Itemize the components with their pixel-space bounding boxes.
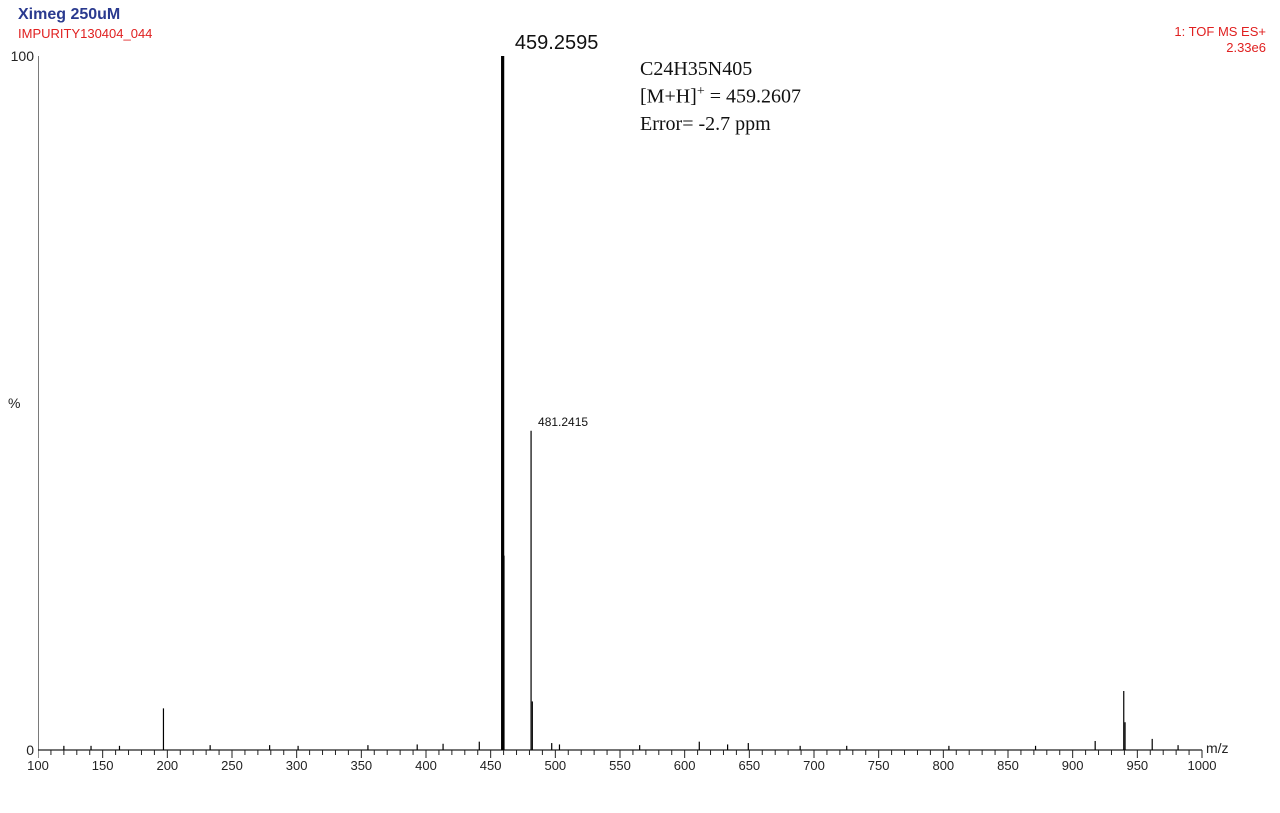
x-tick-label: 950 (1126, 758, 1148, 773)
x-tick-label: 400 (415, 758, 437, 773)
y-axis-label: % (8, 395, 20, 411)
peak-label: 459.2595 (515, 32, 598, 55)
x-tick-label: 200 (156, 758, 178, 773)
x-tick-label: 500 (544, 758, 566, 773)
x-tick-label: 800 (932, 758, 954, 773)
x-tick-label: 250 (221, 758, 243, 773)
x-axis-label: m/z (1206, 740, 1229, 756)
x-tick-label: 550 (609, 758, 631, 773)
x-tick-label: 450 (480, 758, 502, 773)
spectrum-plot (38, 50, 1238, 774)
sample-title: Ximeg 250uM (18, 6, 120, 24)
x-tick-label: 150 (92, 758, 114, 773)
spectrum-svg (38, 50, 1238, 774)
y-tick-label: 100 (4, 48, 34, 64)
x-tick-label: 100 (27, 758, 49, 773)
x-tick-label: 750 (868, 758, 890, 773)
spectrum-container: Ximeg 250uM IMPURITY130404_044 1: TOF MS… (0, 0, 1280, 813)
x-tick-label: 1000 (1188, 758, 1217, 773)
x-tick-label: 650 (738, 758, 760, 773)
y-tick-label: 0 (4, 742, 34, 758)
x-tick-label: 600 (674, 758, 696, 773)
x-tick-label: 700 (803, 758, 825, 773)
sample-subtitle: IMPURITY130404_044 (18, 26, 152, 41)
peak-label: 481.2415 (538, 415, 588, 429)
x-tick-label: 350 (350, 758, 372, 773)
x-tick-label: 300 (286, 758, 308, 773)
scan-mode-label: 1: TOF MS ES+ (1174, 24, 1266, 39)
x-tick-label: 900 (1062, 758, 1084, 773)
x-tick-label: 850 (997, 758, 1019, 773)
